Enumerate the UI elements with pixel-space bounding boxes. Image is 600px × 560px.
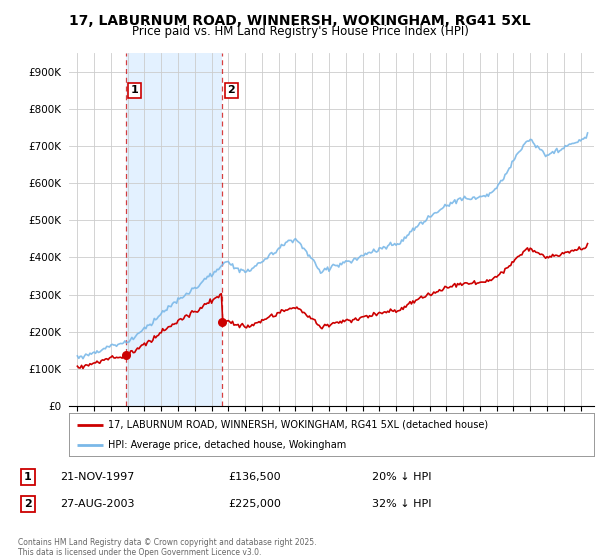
Text: 2: 2 bbox=[227, 85, 235, 95]
Text: 27-AUG-2003: 27-AUG-2003 bbox=[60, 499, 134, 509]
Text: 17, LABURNUM ROAD, WINNERSH, WOKINGHAM, RG41 5XL: 17, LABURNUM ROAD, WINNERSH, WOKINGHAM, … bbox=[69, 14, 531, 28]
Text: £225,000: £225,000 bbox=[228, 499, 281, 509]
Bar bbox=[125, 53, 223, 406]
Text: 17, LABURNUM ROAD, WINNERSH, WOKINGHAM, RG41 5XL (detached house): 17, LABURNUM ROAD, WINNERSH, WOKINGHAM, … bbox=[109, 419, 488, 430]
Point bbox=[121, 351, 130, 360]
Text: 21-NOV-1997: 21-NOV-1997 bbox=[60, 472, 134, 482]
Text: Price paid vs. HM Land Registry's House Price Index (HPI): Price paid vs. HM Land Registry's House … bbox=[131, 25, 469, 38]
Text: 1: 1 bbox=[24, 472, 32, 482]
Text: 1: 1 bbox=[131, 85, 139, 95]
Text: Contains HM Land Registry data © Crown copyright and database right 2025.
This d: Contains HM Land Registry data © Crown c… bbox=[18, 538, 317, 557]
Text: £136,500: £136,500 bbox=[228, 472, 281, 482]
Text: 2: 2 bbox=[24, 499, 32, 509]
Point bbox=[218, 318, 227, 327]
Text: HPI: Average price, detached house, Wokingham: HPI: Average price, detached house, Woki… bbox=[109, 441, 347, 450]
Text: 20% ↓ HPI: 20% ↓ HPI bbox=[372, 472, 431, 482]
Text: 32% ↓ HPI: 32% ↓ HPI bbox=[372, 499, 431, 509]
